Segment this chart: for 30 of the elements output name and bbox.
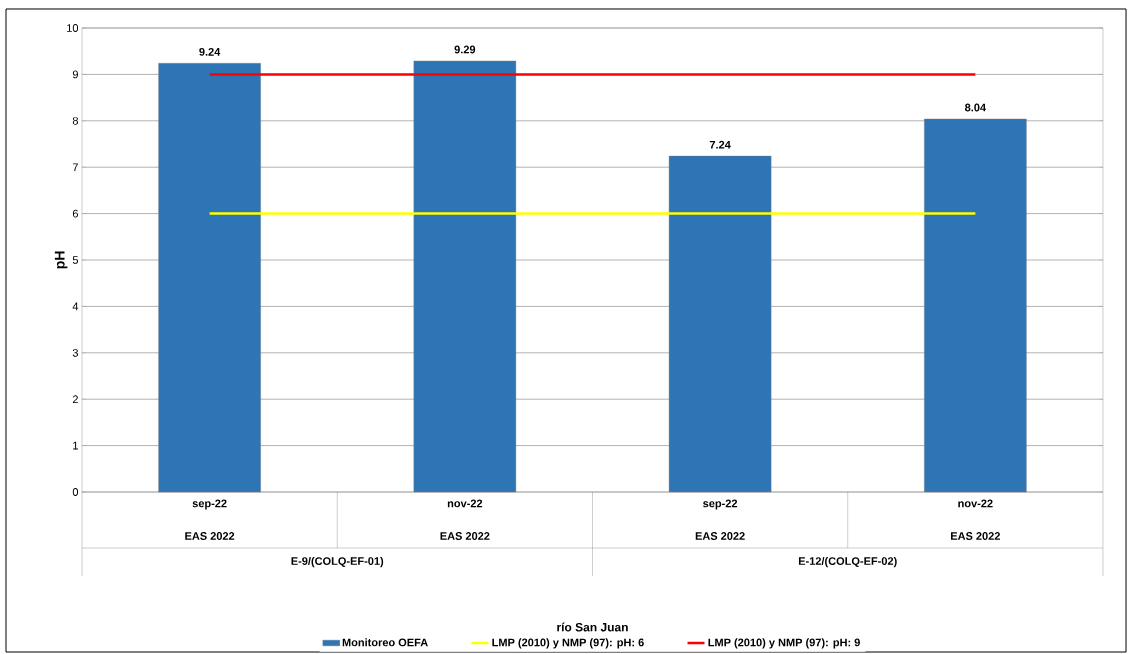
text: EAS 2022 (951, 532, 1000, 540)
text: E-12/(COLQ-EF-02) (798, 556, 897, 568)
y-tick-label: 4 (72, 302, 79, 311)
y-tick-label: 10 (67, 24, 79, 32)
text: EAS 2022 (695, 532, 745, 540)
text: EAS 2022 (185, 532, 235, 540)
data-label: 9.24 (199, 47, 221, 56)
y-tick-label: 8 (72, 116, 78, 125)
y-tick-label: 3 (72, 348, 78, 357)
y-tick-label: 9 (72, 70, 78, 79)
legend-title: río San Juan (557, 622, 628, 632)
x-tick-label: sep-22 (192, 499, 227, 510)
y-tick-label: 1 (73, 441, 78, 450)
y-tick-label: 0 (72, 488, 79, 496)
text: E-9/(COLQ-EF-01) (291, 556, 384, 568)
data-label: 7.24 (709, 140, 731, 149)
y-axis-title: pH (54, 251, 68, 269)
y-tick-label: 2 (72, 395, 78, 404)
x-tick-label: sep-22 (703, 499, 738, 510)
y-tick-label: 5 (72, 256, 79, 264)
text: EAS 2022 (440, 532, 490, 540)
y-tick-label: 7 (72, 163, 78, 171)
x-tick-label: nov-22 (447, 499, 483, 508)
data-label: 9.29 (454, 45, 476, 54)
data-label: 8.04 (964, 103, 986, 112)
y-tick-label: 6 (72, 209, 78, 218)
legend-label: LMP (2010) y NMP (97): pH: 6 (492, 638, 644, 649)
x-tick-label: nov-22 (958, 499, 993, 508)
legend-label: LMP (2010) y NMP (97): pH: 9 (708, 638, 860, 649)
legend-label: Monitoreo OEFA (342, 638, 428, 647)
